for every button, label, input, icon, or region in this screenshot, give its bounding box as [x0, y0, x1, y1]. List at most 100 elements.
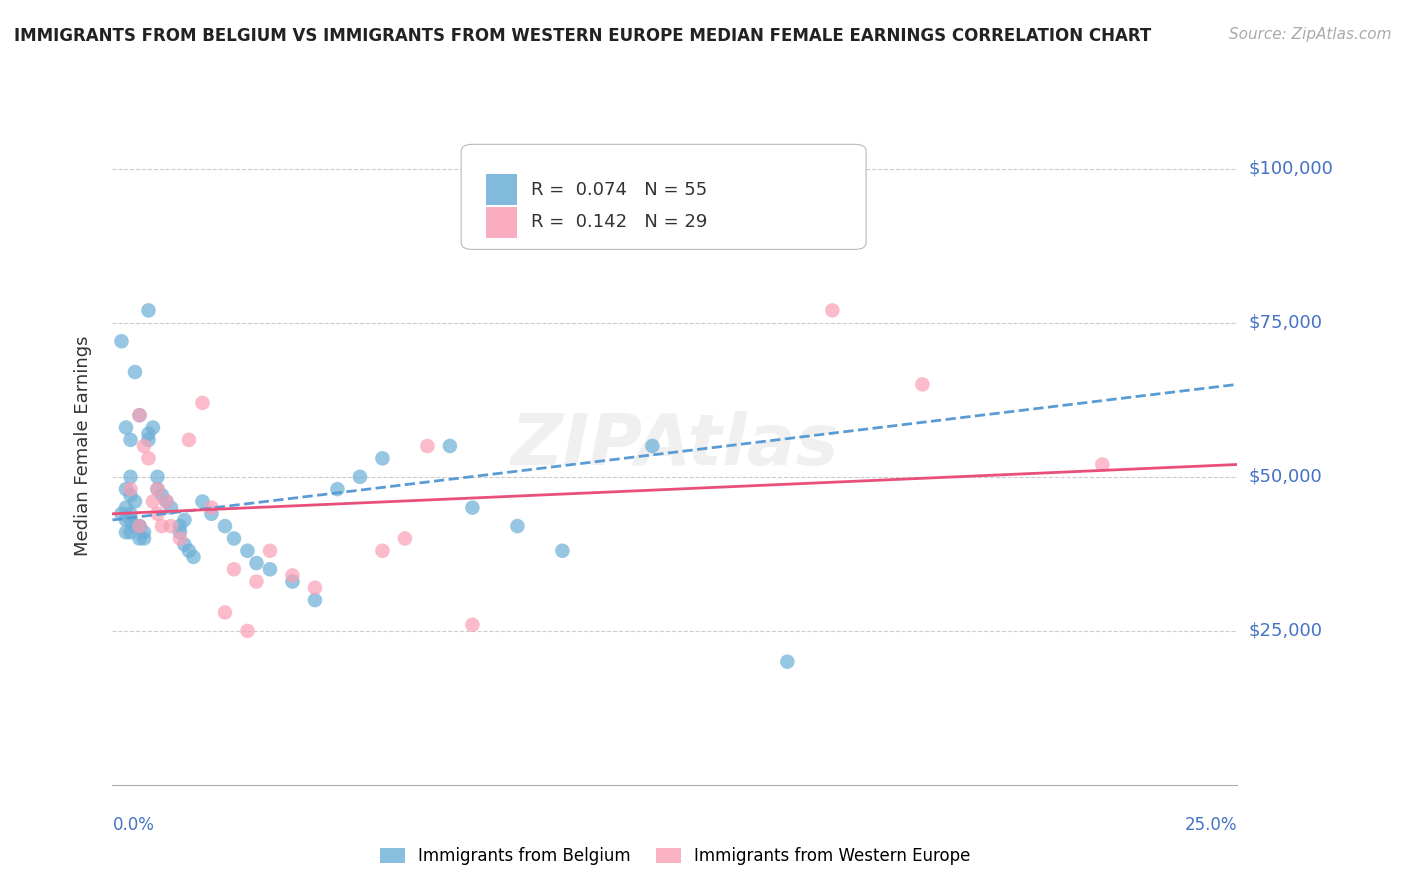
Point	[821, 303, 844, 318]
Point	[281, 568, 304, 582]
Point	[160, 519, 183, 533]
Point	[146, 470, 169, 484]
Point	[160, 500, 183, 515]
Point	[138, 433, 160, 447]
Point	[124, 519, 146, 533]
Point	[222, 532, 245, 546]
Point	[132, 525, 155, 540]
Point	[200, 500, 222, 515]
Point	[183, 549, 205, 564]
Text: $25,000: $25,000	[1249, 622, 1323, 640]
FancyBboxPatch shape	[486, 207, 517, 238]
Point	[128, 519, 150, 533]
Point	[177, 433, 200, 447]
Point	[259, 543, 281, 558]
Point	[641, 439, 664, 453]
Point	[115, 500, 138, 515]
Point	[132, 532, 155, 546]
Point	[142, 420, 165, 434]
Point	[128, 532, 150, 546]
Point	[173, 538, 195, 552]
Point	[394, 532, 416, 546]
Point	[371, 543, 394, 558]
Point	[155, 494, 177, 508]
Point	[236, 624, 259, 638]
Point	[326, 482, 349, 496]
Point	[138, 303, 160, 318]
Text: Source: ZipAtlas.com: Source: ZipAtlas.com	[1229, 27, 1392, 42]
Point	[1091, 458, 1114, 472]
FancyBboxPatch shape	[486, 174, 517, 205]
Point	[214, 606, 236, 620]
Point	[177, 543, 200, 558]
Point	[124, 365, 146, 379]
Text: $100,000: $100,000	[1249, 160, 1333, 178]
Point	[110, 334, 132, 349]
Point	[304, 581, 326, 595]
Point	[169, 532, 191, 546]
Point	[146, 482, 169, 496]
Point	[128, 408, 150, 422]
Point	[236, 543, 259, 558]
Text: 0.0%: 0.0%	[112, 815, 155, 833]
Point	[911, 377, 934, 392]
Point	[120, 470, 142, 484]
Point	[169, 519, 191, 533]
Point	[416, 439, 439, 453]
Point	[128, 519, 150, 533]
Point	[132, 439, 155, 453]
Point	[461, 617, 484, 632]
Point	[120, 525, 142, 540]
Point	[439, 439, 461, 453]
Point	[128, 408, 150, 422]
Point	[191, 396, 214, 410]
Point	[115, 525, 138, 540]
Point	[506, 519, 529, 533]
Point	[155, 494, 177, 508]
Point	[146, 507, 169, 521]
Point	[128, 519, 150, 533]
Point	[349, 470, 371, 484]
Point	[169, 525, 191, 540]
Point	[142, 494, 165, 508]
Point	[120, 482, 142, 496]
Point	[461, 500, 484, 515]
Point	[110, 507, 132, 521]
Text: R =  0.074   N = 55: R = 0.074 N = 55	[531, 180, 707, 199]
Point	[120, 507, 142, 521]
Point	[138, 426, 160, 441]
Point	[120, 488, 142, 502]
Point	[214, 519, 236, 533]
Point	[120, 513, 142, 527]
Point	[138, 451, 160, 466]
Point	[776, 655, 799, 669]
Point	[191, 494, 214, 508]
Text: IMMIGRANTS FROM BELGIUM VS IMMIGRANTS FROM WESTERN EUROPE MEDIAN FEMALE EARNINGS: IMMIGRANTS FROM BELGIUM VS IMMIGRANTS FR…	[14, 27, 1152, 45]
Point	[115, 482, 138, 496]
Point	[371, 451, 394, 466]
Point	[259, 562, 281, 576]
Point	[115, 513, 138, 527]
Text: R =  0.142   N = 29: R = 0.142 N = 29	[531, 213, 707, 232]
Text: $50,000: $50,000	[1249, 467, 1322, 486]
Point	[146, 482, 169, 496]
Text: 25.0%: 25.0%	[1185, 815, 1237, 833]
Point	[245, 574, 267, 589]
Point	[150, 519, 173, 533]
Point	[173, 513, 195, 527]
Point	[281, 574, 304, 589]
Point	[124, 494, 146, 508]
Point	[222, 562, 245, 576]
Text: $75,000: $75,000	[1249, 314, 1323, 332]
Y-axis label: Median Female Earnings: Median Female Earnings	[73, 335, 91, 557]
Point	[304, 593, 326, 607]
FancyBboxPatch shape	[461, 145, 866, 250]
Legend: Immigrants from Belgium, Immigrants from Western Europe: Immigrants from Belgium, Immigrants from…	[373, 841, 977, 872]
Point	[551, 543, 574, 558]
Point	[150, 488, 173, 502]
Point	[200, 507, 222, 521]
Text: ZIPAtlas: ZIPAtlas	[510, 411, 839, 481]
Point	[120, 433, 142, 447]
Point	[245, 556, 267, 570]
Point	[115, 420, 138, 434]
